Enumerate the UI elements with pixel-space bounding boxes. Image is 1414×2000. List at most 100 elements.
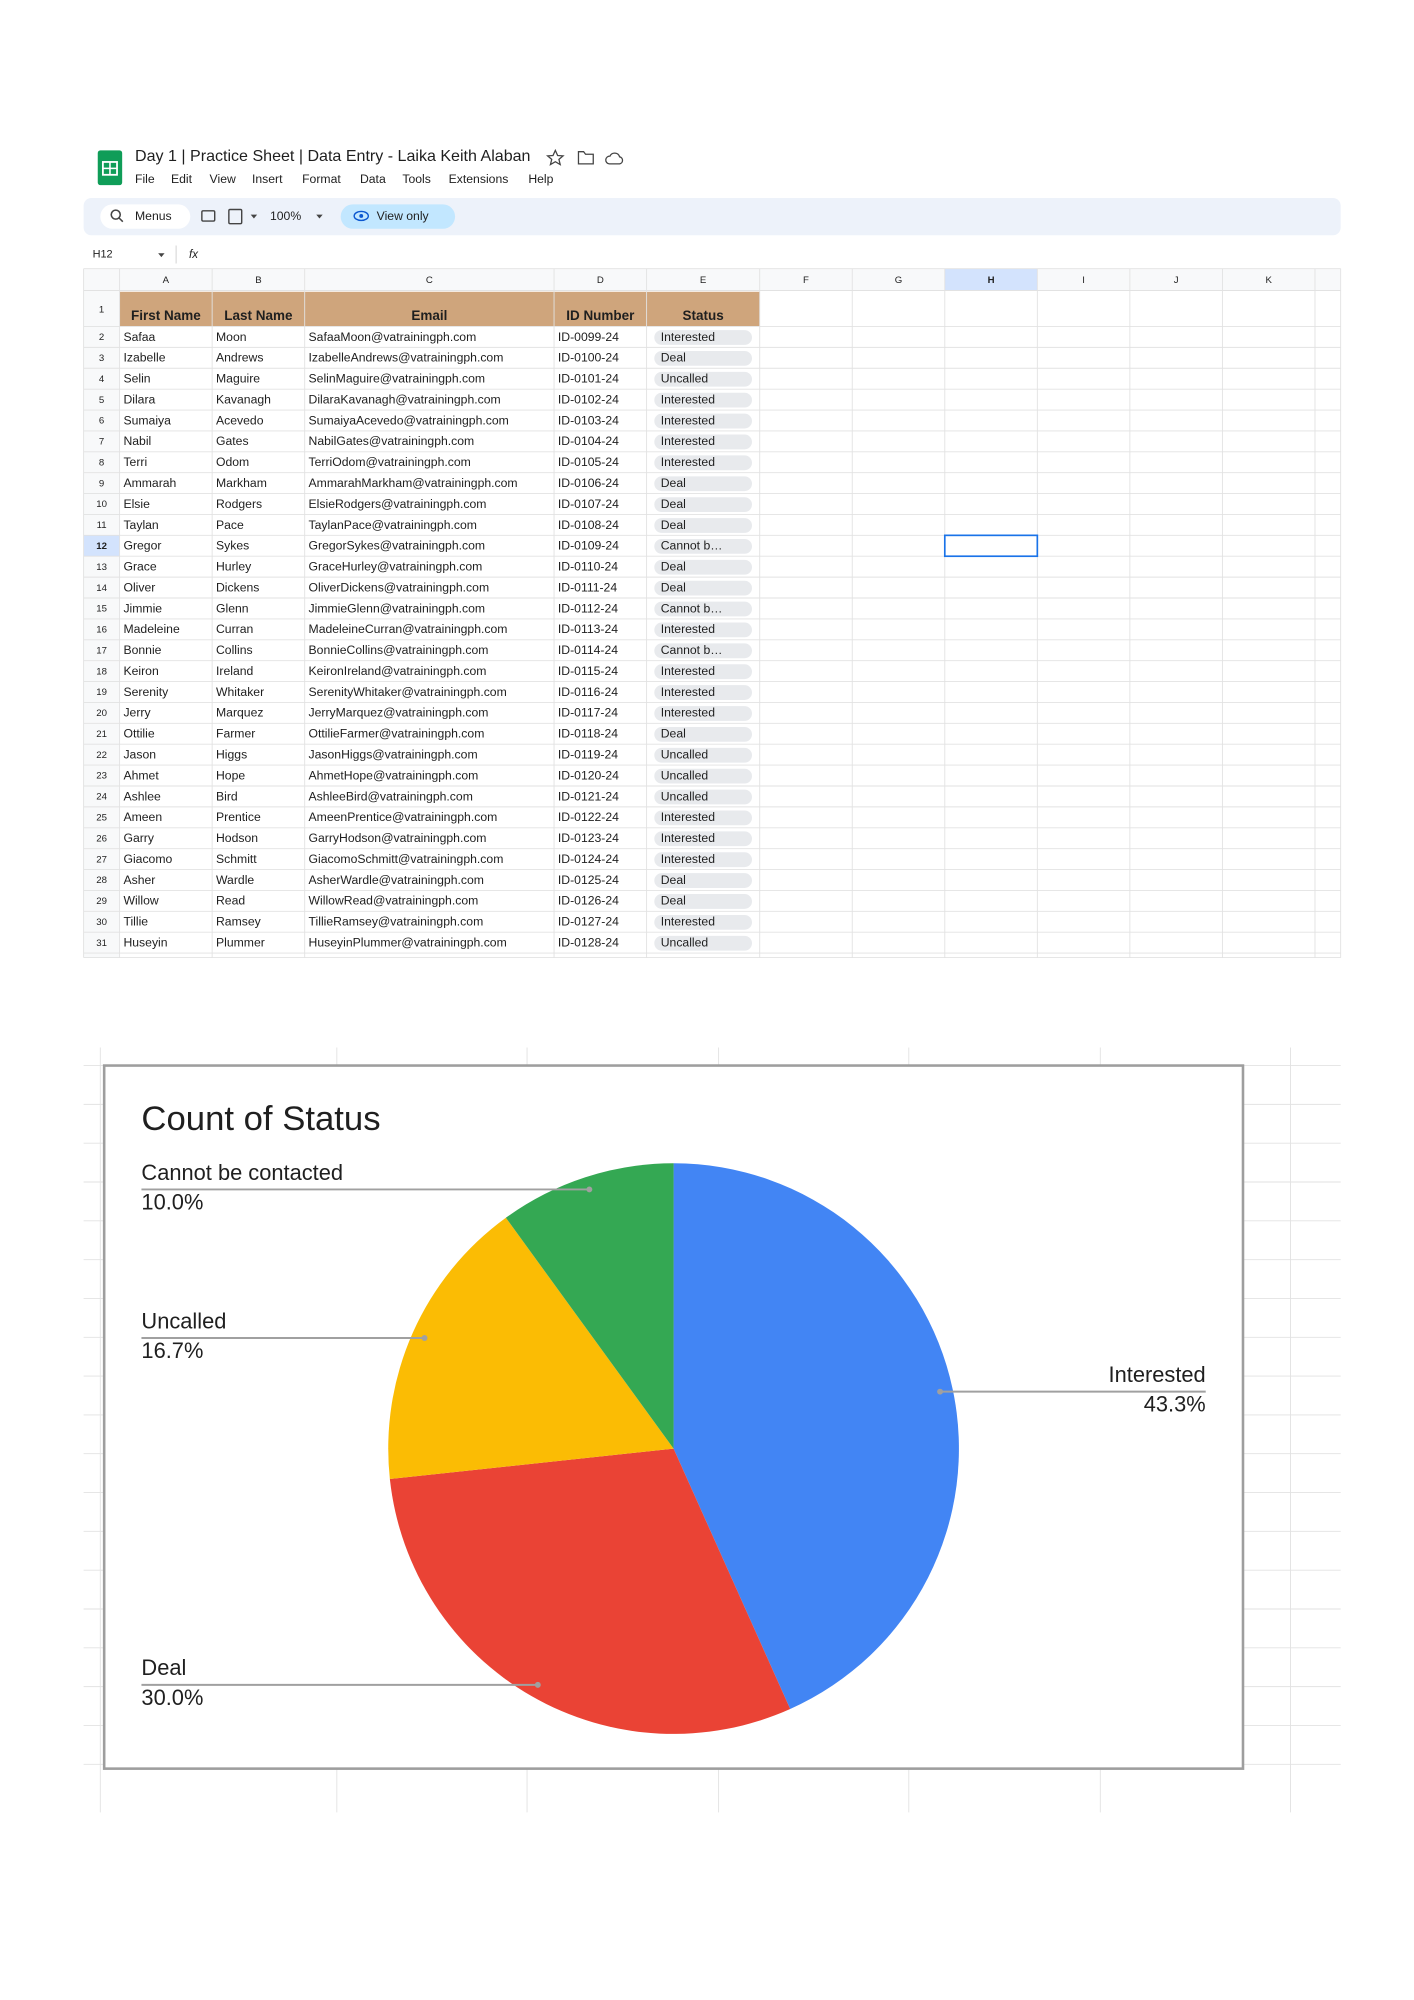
row-number[interactable]: 12 (96, 541, 107, 552)
table-cell[interactable]: Keiron (123, 664, 158, 678)
table-cell[interactable]: ID-0120-24 (558, 768, 619, 782)
status-cell[interactable]: Deal (661, 497, 686, 511)
status-cell[interactable]: Deal (661, 476, 686, 490)
table-cell[interactable]: ID-0110-24 (558, 560, 618, 574)
status-cell[interactable]: Uncalled (661, 748, 708, 762)
menu-item[interactable]: Extensions (449, 172, 509, 186)
column-header[interactable]: B (255, 275, 261, 286)
table-cell[interactable]: MadeleineCurran@vatrainingph.com (309, 622, 508, 636)
status-cell[interactable]: Interested (661, 434, 715, 448)
status-cell[interactable]: Interested (661, 664, 715, 678)
status-chip[interactable] (654, 413, 752, 429)
legend-label[interactable]: Uncalled (141, 1308, 226, 1333)
cloud-icon[interactable] (605, 152, 624, 165)
zoom-level[interactable]: 100% (270, 209, 301, 223)
row-number[interactable]: 23 (96, 771, 107, 782)
table-cell[interactable]: Glenn (216, 601, 249, 615)
status-chip[interactable] (654, 643, 752, 659)
row-number[interactable]: 11 (97, 520, 107, 531)
table-cell[interactable]: Rodgers (216, 497, 262, 511)
table-cell[interactable]: BonnieCollins@vatrainingph.com (309, 643, 489, 657)
table-cell[interactable]: ID-0109-24 (558, 539, 619, 553)
column-header[interactable]: I (1082, 275, 1085, 286)
menu-item[interactable]: View (210, 172, 236, 186)
status-chip[interactable] (654, 518, 752, 533)
row-number[interactable]: 27 (96, 854, 107, 865)
table-cell[interactable]: Jerry (123, 706, 151, 720)
table-cell[interactable]: Ashlee (123, 789, 161, 803)
status-chip[interactable] (654, 330, 752, 345)
row-number[interactable]: 4 (99, 374, 105, 385)
table-cell[interactable]: Bird (216, 789, 238, 803)
status-chip[interactable] (654, 935, 752, 951)
table-cell[interactable]: ID-0113-24 (558, 622, 618, 636)
table-cell[interactable]: Huseyin (123, 936, 167, 950)
row-number[interactable]: 22 (96, 750, 107, 761)
table-cell[interactable]: ID-0111-24 (558, 580, 617, 594)
table-cell[interactable]: ID-0112-24 (558, 601, 618, 615)
row-number[interactable]: 2 (99, 332, 104, 343)
status-chip[interactable] (654, 706, 752, 721)
table-cell[interactable]: Nabil (123, 434, 151, 448)
table-cell[interactable]: GregorSykes@vatrainingph.com (309, 539, 486, 553)
table-cell[interactable]: JasonHiggs@vatrainingph.com (309, 748, 478, 762)
table-cell[interactable]: Collins (216, 643, 253, 657)
table-cell[interactable]: ID-0100-24 (558, 351, 619, 365)
table-cell[interactable]: Taylan (123, 518, 158, 532)
table-cell[interactable]: Ottilie (123, 727, 154, 741)
row-number[interactable]: 29 (96, 896, 107, 907)
table-cell[interactable]: SelinMaguire@vatrainingph.com (309, 372, 486, 386)
pie-slice[interactable] (388, 1217, 674, 1480)
row-number[interactable]: 9 (99, 478, 104, 489)
table-cell[interactable]: TillieRamsey@vatrainingph.com (309, 915, 484, 929)
table-cell[interactable]: ID-0121-24 (558, 789, 619, 803)
table-cell[interactable]: Izabelle (123, 351, 165, 365)
status-chip[interactable] (654, 497, 752, 512)
table-cell[interactable]: Elsie (123, 497, 150, 511)
table-cell[interactable]: ID-0118-24 (558, 727, 618, 741)
row-number[interactable]: 14 (96, 583, 107, 594)
table-cell[interactable]: Gates (216, 434, 249, 448)
status-cell[interactable]: Interested (661, 330, 715, 344)
pie-slice[interactable] (505, 1163, 674, 1449)
table-cell[interactable]: DilaraKavanagh@vatrainingph.com (309, 392, 501, 406)
status-chip[interactable] (654, 371, 752, 387)
row-number[interactable]: 25 (96, 813, 107, 824)
table-cell[interactable]: Odom (216, 455, 249, 469)
table-cell[interactable]: Hurley (216, 560, 252, 574)
menu-item[interactable]: Insert (252, 172, 283, 186)
table-cell[interactable]: Dickens (216, 580, 259, 594)
status-chip[interactable] (654, 664, 752, 680)
row-number[interactable]: 28 (96, 875, 107, 886)
table-cell[interactable]: Serenity (123, 685, 169, 699)
table-cell[interactable]: Madeleine (123, 622, 180, 636)
row-number[interactable]: 31 (96, 938, 107, 949)
table-cell[interactable]: WillowRead@vatrainingph.com (309, 894, 479, 908)
table-cell[interactable]: Ramsey (216, 915, 262, 929)
row-number[interactable]: 6 (99, 416, 104, 427)
table-cell[interactable]: Curran (216, 622, 253, 636)
table-cell[interactable]: Hope (216, 768, 245, 782)
status-cell[interactable]: Deal (661, 560, 686, 574)
menu-item[interactable]: Format (302, 172, 341, 186)
row-number[interactable]: 7 (99, 437, 104, 448)
status-cell[interactable]: Interested (661, 622, 715, 636)
table-cell[interactable]: Kavanagh (216, 392, 271, 406)
table-header[interactable]: Email (411, 308, 447, 323)
table-cell[interactable]: Garry (123, 831, 154, 845)
table-header[interactable]: Status (683, 308, 724, 323)
table-cell[interactable]: Sumaiya (123, 413, 171, 427)
table-cell[interactable]: HuseyinPlummer@vatrainingph.com (309, 936, 507, 950)
table-cell[interactable]: Sykes (216, 539, 249, 553)
status-cell[interactable]: Deal (661, 351, 686, 365)
row-number[interactable]: 5 (99, 395, 104, 406)
row-number[interactable]: 1 (99, 304, 104, 315)
status-chip[interactable] (654, 810, 752, 826)
status-chip[interactable] (654, 476, 752, 492)
table-cell[interactable]: Whitaker (216, 685, 264, 699)
status-cell[interactable]: Uncalled (661, 936, 708, 950)
table-cell[interactable]: ID-0103-24 (558, 413, 619, 427)
table-cell[interactable]: Acevedo (216, 413, 264, 427)
status-cell[interactable]: Deal (661, 580, 686, 594)
table-cell[interactable]: Dilara (123, 392, 155, 406)
